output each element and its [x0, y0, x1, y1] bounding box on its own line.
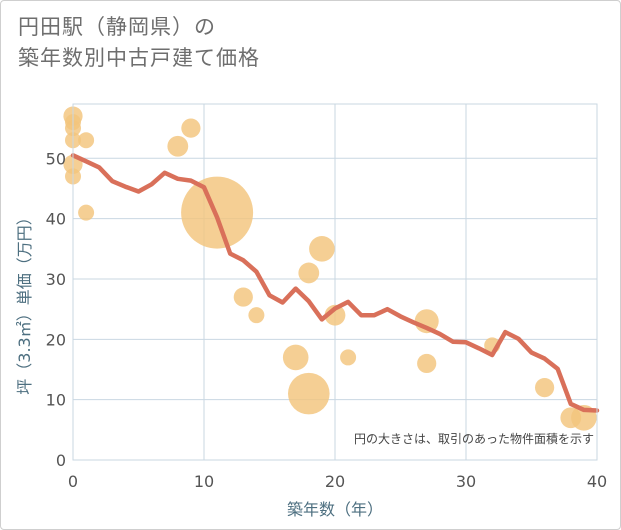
data-bubble — [340, 349, 357, 366]
x-tick-label: 0 — [68, 472, 78, 491]
chart-title-line2: 築年数別中古戸建て価格 — [18, 46, 260, 70]
y-tick-label: 0 — [56, 451, 66, 470]
average-price-line — [70, 153, 600, 413]
y-tick-label: 40 — [46, 210, 66, 229]
data-bubble — [298, 262, 320, 284]
x-tick-label: 30 — [456, 472, 476, 491]
grid-lines — [72, 104, 598, 461]
data-bubble — [535, 377, 555, 398]
y-axis-label: 坪（3.3㎡）単価（万円） — [15, 209, 34, 394]
data-bubble — [233, 287, 253, 307]
plot-area-border — [72, 103, 598, 461]
chart-title-line1: 円田駅（静岡県）の — [18, 15, 216, 39]
y-tick-label: 50 — [46, 149, 66, 168]
x-axis-ticks: 0 10 20 30 40 — [68, 472, 607, 491]
x-tick-label: 20 — [325, 472, 345, 491]
x-axis-label: 築年数（年） — [287, 500, 383, 519]
bubble-series — [63, 106, 597, 431]
data-bubble — [248, 307, 265, 324]
data-bubble — [309, 236, 335, 262]
y-tick-label: 30 — [46, 270, 66, 289]
y-axis-ticks: 0 10 20 30 40 50 — [46, 149, 66, 470]
x-tick-label: 10 — [194, 472, 214, 491]
chart-title: 円田駅（静岡県）の 築年数別中古戸建て価格 — [18, 12, 260, 74]
data-bubble — [282, 344, 309, 371]
data-bubble — [288, 372, 330, 415]
y-tick-label: 20 — [46, 330, 66, 349]
x-tick-label: 40 — [587, 472, 607, 491]
data-bubble — [417, 353, 437, 374]
bubble-size-note: 円の大きさは、取引のあった物件面積を示す — [354, 431, 594, 446]
data-bubble — [78, 204, 95, 221]
data-bubble — [167, 135, 189, 157]
y-tick-label: 10 — [46, 391, 66, 410]
data-bubble — [78, 132, 95, 149]
data-bubble — [181, 118, 201, 138]
